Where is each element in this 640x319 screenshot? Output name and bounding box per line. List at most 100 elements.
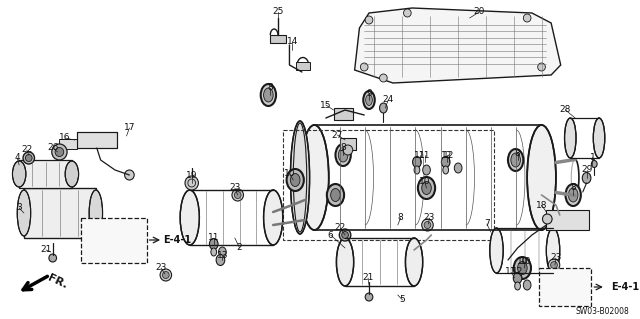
Text: 8: 8 (570, 183, 576, 192)
Ellipse shape (65, 161, 79, 187)
Bar (81, 218, 147, 263)
Ellipse shape (342, 232, 348, 239)
Ellipse shape (524, 280, 531, 290)
Ellipse shape (513, 272, 522, 284)
Circle shape (365, 16, 373, 24)
Text: 11: 11 (414, 151, 426, 160)
Text: 9: 9 (366, 88, 372, 98)
Text: 23: 23 (550, 254, 562, 263)
Ellipse shape (49, 254, 56, 262)
Ellipse shape (180, 190, 200, 245)
Ellipse shape (12, 161, 26, 187)
Ellipse shape (291, 121, 310, 234)
Text: 22: 22 (335, 224, 346, 233)
Ellipse shape (380, 103, 387, 113)
Ellipse shape (518, 262, 527, 275)
Text: 11: 11 (208, 234, 220, 242)
Ellipse shape (26, 154, 32, 161)
Text: 21: 21 (40, 246, 52, 255)
Ellipse shape (287, 169, 304, 191)
Ellipse shape (514, 257, 531, 279)
Ellipse shape (564, 118, 576, 158)
Text: 26: 26 (47, 144, 58, 152)
Polygon shape (355, 8, 561, 83)
Text: FR.: FR. (46, 273, 69, 291)
Ellipse shape (264, 88, 273, 102)
Bar (77, 132, 117, 148)
Ellipse shape (413, 157, 420, 167)
Ellipse shape (414, 166, 420, 174)
Ellipse shape (511, 153, 520, 167)
Text: 4: 4 (15, 153, 20, 162)
Ellipse shape (413, 157, 421, 167)
Bar (24, 188, 96, 238)
Text: 8: 8 (515, 149, 520, 158)
Circle shape (163, 271, 169, 278)
Circle shape (360, 63, 368, 71)
Text: 21: 21 (362, 273, 374, 283)
Ellipse shape (260, 84, 276, 106)
Ellipse shape (422, 182, 431, 195)
Text: 27: 27 (332, 130, 343, 139)
Ellipse shape (405, 238, 422, 286)
Text: 5: 5 (400, 295, 405, 305)
Ellipse shape (335, 144, 351, 166)
Circle shape (524, 14, 531, 22)
Bar (340, 138, 356, 150)
Ellipse shape (218, 247, 226, 257)
Ellipse shape (331, 189, 340, 202)
Bar (539, 268, 591, 306)
Text: 18: 18 (536, 201, 547, 210)
Bar (333, 108, 353, 120)
Text: 13: 13 (216, 251, 228, 261)
Ellipse shape (365, 293, 373, 301)
Text: 23: 23 (156, 263, 166, 272)
Ellipse shape (515, 282, 520, 290)
Ellipse shape (327, 184, 344, 206)
Circle shape (160, 269, 172, 281)
Text: 3: 3 (16, 204, 22, 212)
Text: 20: 20 (474, 8, 485, 17)
Circle shape (185, 176, 198, 190)
Text: 6: 6 (328, 231, 333, 240)
Text: 10: 10 (419, 177, 430, 187)
Circle shape (52, 144, 67, 160)
Text: 10: 10 (520, 257, 531, 266)
Circle shape (55, 147, 64, 157)
Circle shape (422, 219, 433, 231)
Text: 29: 29 (581, 166, 592, 174)
Ellipse shape (339, 148, 348, 162)
Ellipse shape (422, 165, 430, 175)
Ellipse shape (364, 91, 375, 109)
Ellipse shape (291, 174, 300, 187)
Bar (19, 160, 72, 188)
Text: 2: 2 (237, 243, 243, 253)
Ellipse shape (216, 255, 225, 265)
Text: 17: 17 (124, 123, 135, 132)
Text: 10: 10 (284, 169, 295, 179)
Text: 8: 8 (398, 213, 403, 222)
Text: 11: 11 (505, 268, 516, 277)
Ellipse shape (339, 229, 351, 241)
Circle shape (380, 74, 387, 82)
Ellipse shape (566, 184, 581, 206)
Ellipse shape (89, 190, 102, 236)
Ellipse shape (443, 166, 449, 174)
Text: 22: 22 (21, 145, 33, 154)
Text: 15: 15 (320, 100, 332, 109)
Text: 16: 16 (60, 133, 71, 143)
Ellipse shape (418, 177, 435, 199)
Ellipse shape (264, 190, 283, 245)
Bar (547, 210, 589, 230)
Circle shape (343, 145, 353, 155)
Ellipse shape (209, 239, 218, 249)
Ellipse shape (508, 149, 524, 171)
Ellipse shape (211, 248, 216, 256)
Circle shape (125, 170, 134, 180)
Ellipse shape (442, 157, 450, 167)
Circle shape (548, 259, 560, 271)
Text: E-4-1: E-4-1 (611, 282, 639, 292)
Ellipse shape (454, 163, 462, 173)
Text: 12: 12 (512, 268, 524, 277)
Ellipse shape (210, 239, 218, 249)
